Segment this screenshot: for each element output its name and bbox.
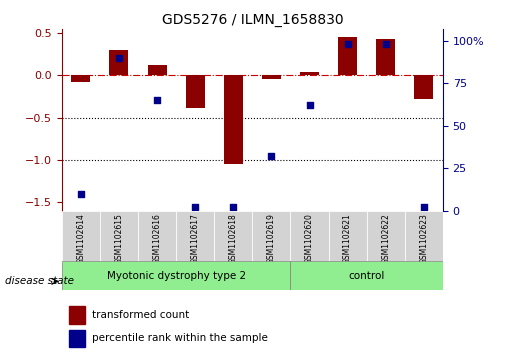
Point xyxy=(77,191,85,196)
Bar xyxy=(300,72,319,76)
FancyBboxPatch shape xyxy=(62,211,100,261)
Point xyxy=(420,204,428,210)
Text: disease state: disease state xyxy=(5,276,74,286)
Bar xyxy=(71,76,90,82)
FancyBboxPatch shape xyxy=(176,211,214,261)
FancyBboxPatch shape xyxy=(214,211,252,261)
Point xyxy=(305,102,314,108)
Bar xyxy=(147,65,166,76)
Bar xyxy=(70,330,84,347)
Point xyxy=(382,41,390,47)
Text: GSM1102621: GSM1102621 xyxy=(343,213,352,264)
Text: GSM1102620: GSM1102620 xyxy=(305,213,314,264)
Text: GSM1102623: GSM1102623 xyxy=(419,213,428,264)
FancyBboxPatch shape xyxy=(138,211,176,261)
FancyBboxPatch shape xyxy=(62,261,290,290)
Point xyxy=(191,204,199,210)
Bar xyxy=(224,76,243,164)
FancyBboxPatch shape xyxy=(290,211,329,261)
FancyBboxPatch shape xyxy=(100,211,138,261)
FancyBboxPatch shape xyxy=(329,211,367,261)
Bar xyxy=(414,76,433,99)
Text: GSM1102617: GSM1102617 xyxy=(191,213,200,264)
Bar xyxy=(262,76,281,79)
Text: GSM1102619: GSM1102619 xyxy=(267,213,276,264)
Bar xyxy=(185,76,204,107)
Point xyxy=(229,204,237,210)
FancyBboxPatch shape xyxy=(290,261,443,290)
FancyBboxPatch shape xyxy=(405,211,443,261)
Text: GSM1102616: GSM1102616 xyxy=(152,213,162,264)
Text: control: control xyxy=(349,271,385,281)
Text: GSM1102622: GSM1102622 xyxy=(381,213,390,264)
Bar xyxy=(338,37,357,76)
Bar xyxy=(376,39,396,76)
Text: GSM1102615: GSM1102615 xyxy=(114,213,124,264)
FancyBboxPatch shape xyxy=(367,211,405,261)
FancyBboxPatch shape xyxy=(252,211,290,261)
Bar xyxy=(109,50,128,76)
Text: GSM1102614: GSM1102614 xyxy=(76,213,85,264)
Text: GSM1102618: GSM1102618 xyxy=(229,213,238,264)
Text: transformed count: transformed count xyxy=(92,310,190,320)
Title: GDS5276 / ILMN_1658830: GDS5276 / ILMN_1658830 xyxy=(162,13,343,26)
Text: percentile rank within the sample: percentile rank within the sample xyxy=(92,333,268,343)
Point xyxy=(115,55,123,61)
Point xyxy=(267,153,276,159)
Text: Myotonic dystrophy type 2: Myotonic dystrophy type 2 xyxy=(107,271,246,281)
Point xyxy=(153,97,161,103)
Bar xyxy=(70,306,84,324)
Point xyxy=(344,41,352,47)
